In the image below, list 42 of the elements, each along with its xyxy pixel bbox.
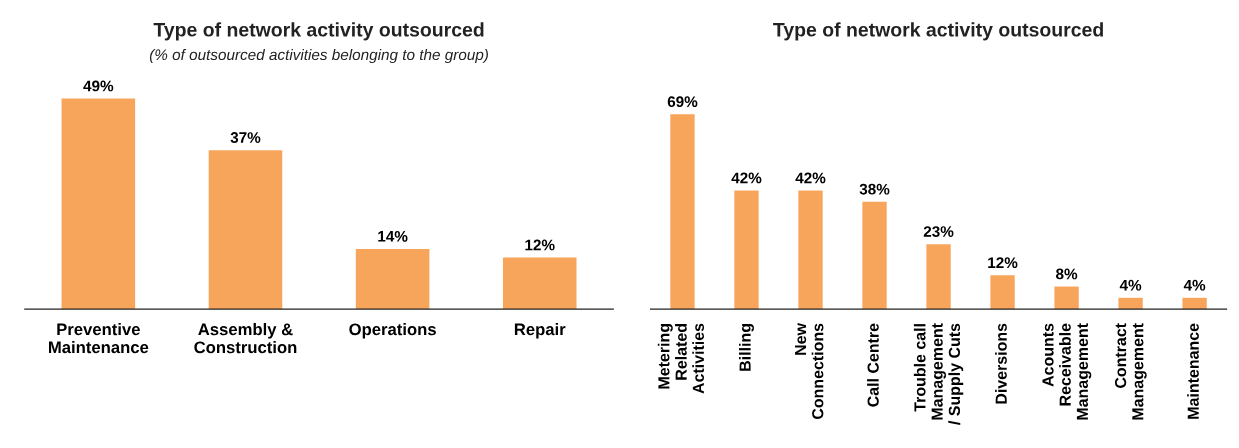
chart-title: Type of network activity outsourced bbox=[773, 22, 1103, 41]
bar bbox=[798, 190, 823, 310]
x-tick-label: New Connections bbox=[795, 322, 824, 420]
bar bbox=[862, 201, 887, 310]
bar bbox=[1182, 297, 1207, 310]
data-label: 14% bbox=[378, 230, 408, 242]
bar bbox=[1118, 297, 1143, 310]
data-label: 37% bbox=[230, 132, 261, 143]
bar bbox=[734, 190, 759, 310]
x-tick-label: Contract Management bbox=[1114, 323, 1147, 420]
x-tick-label: Metering Related Activities bbox=[657, 323, 705, 394]
x-tick-label: Trouble call Management / Supply Cuts bbox=[913, 323, 964, 425]
bar bbox=[502, 257, 577, 310]
bar bbox=[670, 114, 695, 310]
data-label: 23% bbox=[923, 226, 954, 237]
bar bbox=[926, 244, 951, 310]
data-label: 4% bbox=[1119, 279, 1142, 291]
bar bbox=[990, 275, 1015, 310]
bar bbox=[355, 248, 430, 310]
x-tick-label: Billing bbox=[739, 324, 754, 371]
data-label: 42% bbox=[795, 172, 826, 184]
data-label: 69% bbox=[667, 96, 698, 108]
x-tick-label: Call Centre bbox=[867, 323, 879, 407]
x-tick-label: Repair bbox=[514, 323, 566, 339]
x-tick-label: Acounts Receivable Management bbox=[1042, 323, 1092, 420]
chart-subtitle: (% of outsourced activities belonging to the group) bbox=[149, 48, 488, 64]
data-label: 8% bbox=[1056, 268, 1078, 280]
x-tick-label: Diversions bbox=[995, 323, 1007, 404]
chart-title: Type of network activity outsourced bbox=[153, 22, 484, 41]
bar bbox=[1054, 286, 1079, 310]
data-label: 12% bbox=[988, 257, 1018, 269]
bar bbox=[61, 98, 136, 310]
x-tick-label: Maintenance bbox=[1187, 323, 1199, 419]
data-label: 42% bbox=[731, 172, 762, 184]
bar bbox=[208, 150, 283, 310]
x-tick-label: Preventive Maintenance bbox=[48, 323, 149, 354]
data-label: 12% bbox=[525, 239, 555, 251]
data-label: 38% bbox=[859, 183, 890, 195]
data-label: 49% bbox=[83, 80, 114, 92]
x-tick-label: Operations bbox=[349, 323, 436, 339]
x-tick-label: Assembly & Construction bbox=[194, 323, 297, 354]
data-label: 4% bbox=[1183, 279, 1206, 291]
